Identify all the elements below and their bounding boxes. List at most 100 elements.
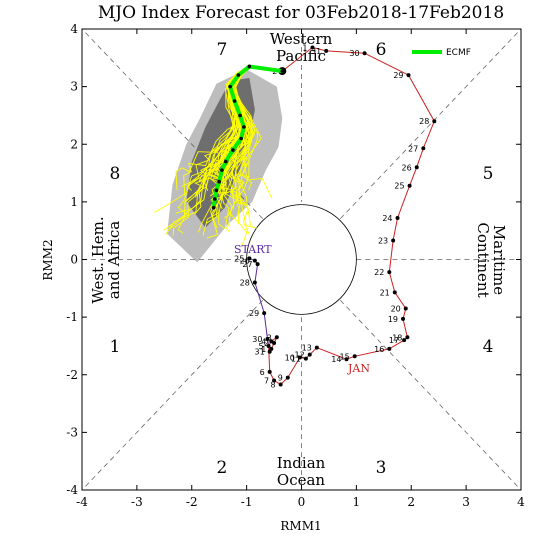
observed-day-label: 25 xyxy=(234,254,244,263)
observed-point xyxy=(352,354,357,359)
observed-point xyxy=(285,375,290,380)
observed-day-label: 2 xyxy=(264,339,269,348)
region-right-line2: Continent xyxy=(474,222,492,297)
observed-day-label: 29 xyxy=(249,309,259,318)
start-annotation: START xyxy=(234,243,272,256)
phase-label: 5 xyxy=(483,164,494,184)
x-tick-label: -4 xyxy=(76,495,88,509)
y-tick-label: -1 xyxy=(66,310,78,324)
observed-point xyxy=(266,343,271,348)
observed-day-label: 6 xyxy=(260,368,265,377)
observed-point xyxy=(362,51,367,56)
mean-forecast-point xyxy=(247,64,252,69)
observed-point xyxy=(432,119,437,124)
observed-day-label: 25 xyxy=(394,182,404,191)
phase-label: 7 xyxy=(217,40,228,60)
observed-day-label: 20 xyxy=(391,304,401,313)
observed-day-label: 16 xyxy=(374,345,384,354)
observed-point xyxy=(387,270,392,275)
observed-point xyxy=(307,352,312,357)
observed-point xyxy=(252,258,257,263)
phase-label: 8 xyxy=(110,164,121,184)
x-tick-label: -2 xyxy=(186,495,198,509)
phase-label: 3 xyxy=(376,458,387,478)
observed-day-label: 28 xyxy=(240,279,250,288)
guide-line-ne xyxy=(340,28,522,220)
observed-day-label: 1 xyxy=(302,43,307,52)
observed-day-label: 13 xyxy=(302,344,312,353)
mean-forecast-point xyxy=(231,148,235,152)
observed-point xyxy=(392,290,397,295)
observed-day-label: 23 xyxy=(378,236,388,245)
observed-point xyxy=(405,335,410,340)
observed-day-label: 18 xyxy=(392,333,402,342)
y-tick-label: 3 xyxy=(70,80,78,94)
observed-point xyxy=(402,338,407,343)
observed-day-label: 31 xyxy=(311,47,321,56)
observed-point xyxy=(387,346,392,351)
x-tick-label: 3 xyxy=(462,495,470,509)
y-axis-label: RMM2 xyxy=(41,239,55,280)
mean-forecast-point xyxy=(280,69,285,73)
observed-day-label: 12 xyxy=(295,351,305,360)
observed-point xyxy=(247,256,252,261)
observed-day-label: 29 xyxy=(393,71,403,80)
guide-line-se xyxy=(340,299,522,491)
x-tick-label: 2 xyxy=(407,495,415,509)
observed-point xyxy=(414,165,419,170)
observed-day-label: 30 xyxy=(252,335,262,344)
observed-day-label: 22 xyxy=(374,268,384,277)
x-tick-label: -3 xyxy=(131,495,143,509)
chart-title: MJO Index Forecast for 03Feb2018-17Feb20… xyxy=(98,3,504,23)
observed-point xyxy=(421,146,426,151)
guide-line-sw xyxy=(81,299,263,491)
observed-point xyxy=(278,382,283,387)
observed-point xyxy=(269,346,274,351)
observed-day-label: 10 xyxy=(285,353,295,362)
phase-label: 6 xyxy=(376,40,387,60)
observed-point xyxy=(344,357,349,362)
observed-point xyxy=(407,183,412,188)
observed-day-label: 7 xyxy=(264,377,269,386)
observed-point xyxy=(267,369,272,374)
observed-day-label: 14 xyxy=(331,355,341,364)
x-axis-label: RMM1 xyxy=(280,519,321,533)
observed-point xyxy=(297,355,302,360)
region-left-line1: West. Hem. xyxy=(89,216,107,303)
observed-day-label: 11 xyxy=(291,355,301,364)
y-tick-label: -3 xyxy=(66,425,78,439)
observed-point xyxy=(269,339,274,344)
guide-line-nw xyxy=(81,28,263,220)
observed-point xyxy=(401,316,406,321)
y-tick-label: 4 xyxy=(70,22,78,36)
y-tick-label: 1 xyxy=(70,195,78,209)
observed-day-label: 30 xyxy=(349,49,359,58)
mean-forecast-point xyxy=(212,197,217,201)
phase-label: 4 xyxy=(483,337,494,357)
observed-point xyxy=(310,45,315,50)
y-tick-label: 2 xyxy=(70,137,78,151)
observed-day-label: 8 xyxy=(271,381,276,390)
observed-day-label: 15 xyxy=(340,352,350,361)
mean-forecast-point xyxy=(232,99,237,103)
observed-day-label: 28 xyxy=(419,117,429,126)
region-top-line1: Western xyxy=(270,30,333,48)
region-right-line1: Maritime xyxy=(490,225,508,295)
observed-point xyxy=(303,356,308,361)
ensemble-member-line xyxy=(194,65,283,215)
x-tick-label: 0 xyxy=(298,495,306,509)
observed-day-label: 19 xyxy=(388,315,398,324)
y-tick-label: -2 xyxy=(66,368,78,382)
phase-label: 1 xyxy=(110,337,121,357)
x-tick-label: 4 xyxy=(517,495,525,509)
observed-day-label: 26 xyxy=(402,163,412,172)
mean-forecast-point xyxy=(214,188,219,193)
observed-day-label: 21 xyxy=(380,288,390,297)
month-annotation: JAN xyxy=(347,362,370,375)
observed-day-label: 31 xyxy=(254,348,264,357)
observed-point xyxy=(265,337,270,342)
region-bottom-line2: Ocean xyxy=(277,471,326,489)
